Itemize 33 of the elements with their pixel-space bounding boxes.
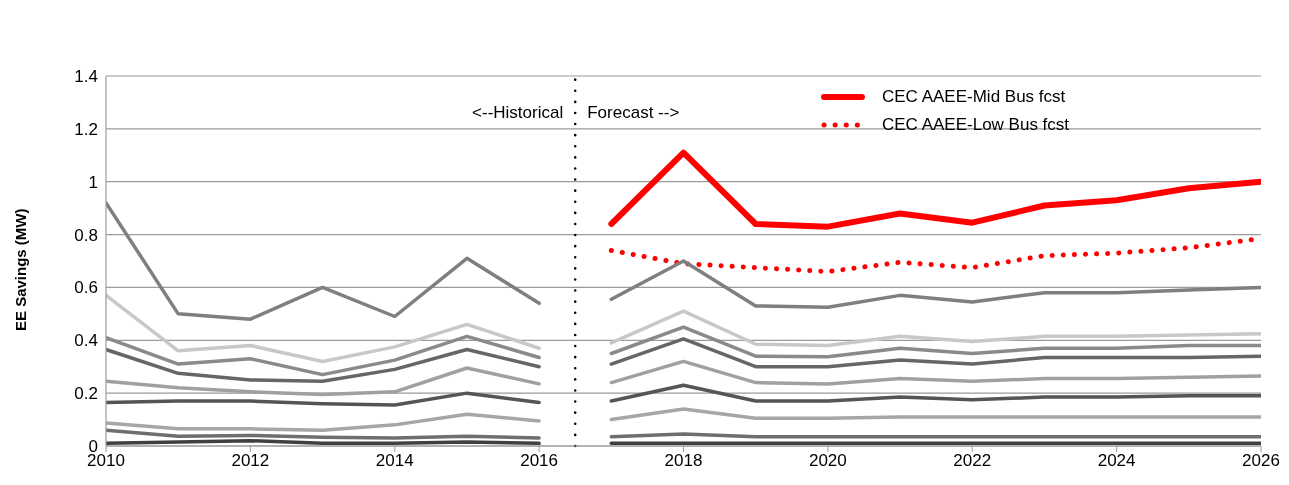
line-series: [609, 337, 1261, 369]
line-series: [106, 391, 541, 407]
line-series: [106, 347, 541, 383]
x-tick-label: 2020: [808, 451, 847, 471]
y-tick-label: 0.4: [74, 331, 98, 351]
line-series: [106, 334, 541, 377]
line-series: [609, 359, 1261, 386]
line-series: [609, 407, 1261, 422]
legend-label: CEC AAEE-Mid Bus fcst: [882, 87, 1066, 107]
x-tick-label: 2026: [1242, 451, 1280, 471]
x-tick-label: 2012: [231, 451, 270, 471]
annotation: <--Historical: [472, 103, 564, 122]
y-axis-title: EE Savings (MW): [12, 208, 30, 331]
x-tick-label: 2018: [664, 451, 703, 471]
x-tick-label: 2024: [1097, 451, 1136, 471]
line-series: [106, 428, 541, 440]
x-tick-label: 2014: [375, 451, 414, 471]
line-series: [609, 259, 1261, 309]
y-tick-label: 0.8: [74, 225, 98, 245]
y-tick-label: 1: [88, 172, 98, 192]
legend-label: CEC AAEE-Low Bus fcst: [882, 115, 1070, 135]
x-tick-label: 2016: [520, 451, 559, 471]
line-series: [609, 309, 1261, 348]
line-series: [106, 201, 541, 321]
y-tick-label: 1.2: [74, 119, 98, 139]
line-series: [609, 325, 1261, 359]
y-tick-label: 0.6: [74, 278, 98, 298]
line-series: [106, 293, 541, 364]
x-tick-label: 2022: [953, 451, 992, 471]
line-series: [609, 383, 1261, 403]
y-tick-label: 1.4: [74, 67, 98, 87]
annotation: Forecast -->: [587, 103, 680, 122]
y-tick-label: 0.2: [74, 384, 98, 404]
